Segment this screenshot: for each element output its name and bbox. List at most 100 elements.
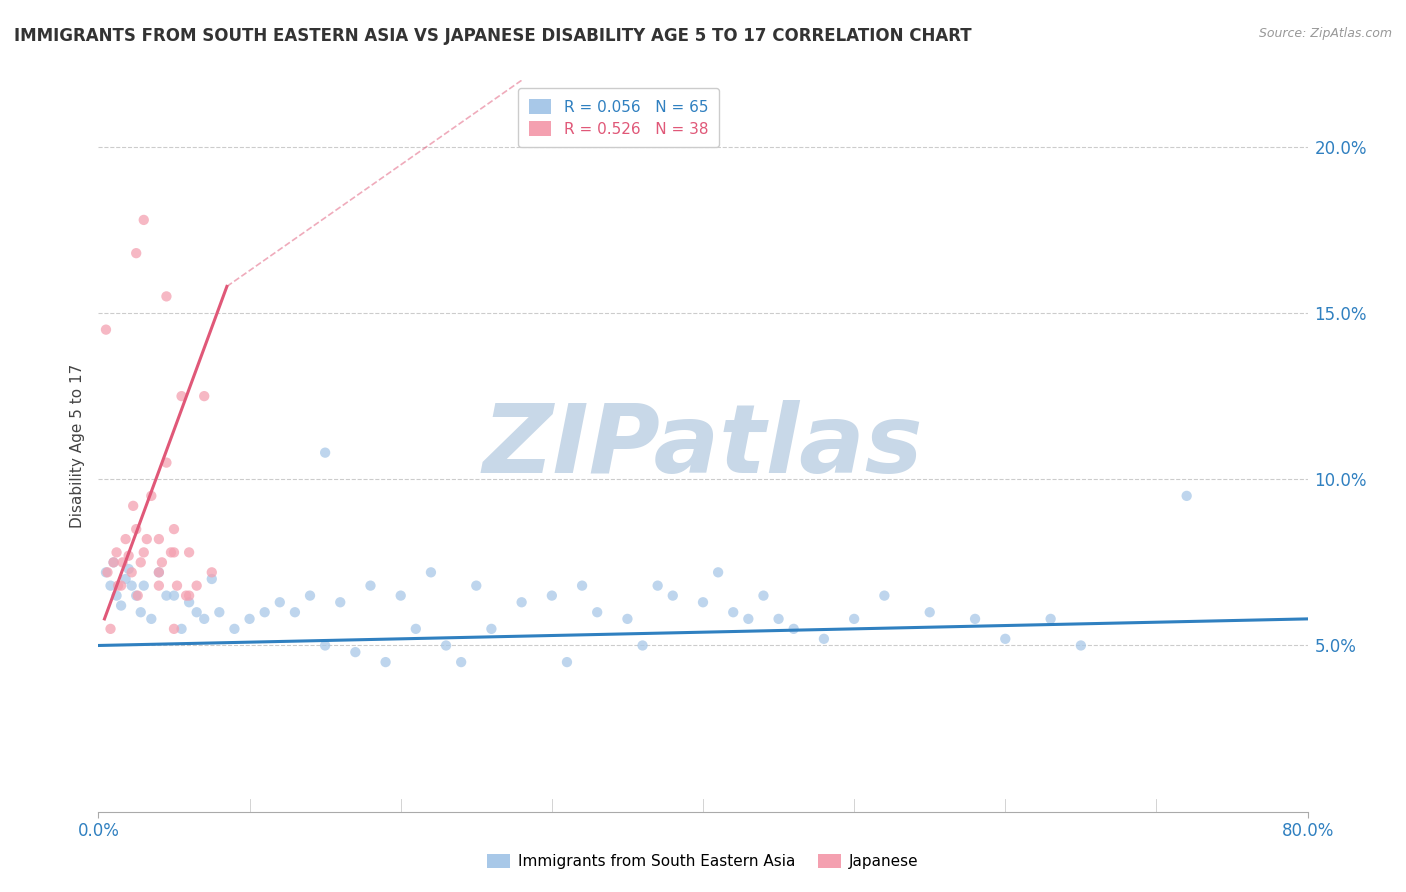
- Point: [201, 572, 224, 586]
- Point: [107, 579, 129, 593]
- Point: [103, 555, 125, 569]
- Text: ZIPatlas: ZIPatlas: [482, 400, 924, 492]
- Point: [420, 566, 443, 580]
- Point: [179, 589, 201, 603]
- Point: [193, 389, 215, 403]
- Point: [284, 605, 307, 619]
- Point: [100, 622, 122, 636]
- Point: [122, 499, 145, 513]
- Point: [141, 612, 163, 626]
- Point: [155, 589, 177, 603]
- Point: [121, 579, 143, 593]
- Point: [768, 612, 790, 626]
- Point: [405, 622, 427, 636]
- Point: [661, 589, 683, 603]
- Point: [141, 489, 163, 503]
- Point: [540, 589, 562, 603]
- Point: [105, 545, 128, 559]
- Point: [163, 589, 186, 603]
- Point: [631, 639, 654, 653]
- Point: [148, 566, 170, 580]
- Point: [135, 532, 157, 546]
- Point: [481, 622, 503, 636]
- Point: [129, 555, 152, 569]
- Point: [994, 632, 1017, 646]
- Point: [253, 605, 276, 619]
- Point: [174, 589, 197, 603]
- Point: [103, 555, 125, 569]
- Point: [269, 595, 291, 609]
- Point: [96, 566, 118, 580]
- Point: [132, 545, 155, 559]
- Point: [374, 655, 396, 669]
- Point: [616, 612, 638, 626]
- Point: [737, 612, 759, 626]
- Point: [844, 612, 866, 626]
- Point: [1175, 489, 1198, 503]
- Point: [208, 605, 231, 619]
- Point: [314, 639, 336, 653]
- Point: [465, 579, 488, 593]
- Point: [186, 579, 208, 593]
- Text: IMMIGRANTS FROM SOUTH EASTERN ASIA VS JAPANESE DISABILITY AGE 5 TO 17 CORRELATIO: IMMIGRANTS FROM SOUTH EASTERN ASIA VS JA…: [14, 27, 972, 45]
- Point: [125, 246, 148, 260]
- Point: [94, 566, 117, 580]
- Point: [179, 545, 201, 559]
- Point: [510, 595, 533, 609]
- Point: [1039, 612, 1062, 626]
- Point: [329, 595, 352, 609]
- Text: Source: ZipAtlas.com: Source: ZipAtlas.com: [1258, 27, 1392, 40]
- Point: [155, 456, 177, 470]
- Point: [965, 612, 987, 626]
- Point: [450, 655, 472, 669]
- Point: [105, 589, 128, 603]
- Point: [434, 639, 457, 653]
- Point: [125, 589, 148, 603]
- Point: [110, 599, 132, 613]
- Point: [111, 555, 134, 569]
- Point: [723, 605, 745, 619]
- Point: [186, 605, 208, 619]
- Point: [114, 572, 136, 586]
- Legend: Immigrants from South Eastern Asia, Japanese: Immigrants from South Eastern Asia, Japa…: [481, 847, 925, 875]
- Point: [179, 595, 201, 609]
- Point: [201, 566, 224, 580]
- Legend: R = 0.056   N = 65, R = 0.526   N = 38: R = 0.056 N = 65, R = 0.526 N = 38: [517, 88, 718, 147]
- Point: [132, 579, 155, 593]
- Point: [148, 579, 170, 593]
- Point: [118, 549, 141, 563]
- Point: [586, 605, 609, 619]
- Point: [94, 323, 117, 337]
- Point: [132, 213, 155, 227]
- Point: [114, 532, 136, 546]
- Point: [127, 589, 149, 603]
- Point: [692, 595, 714, 609]
- Point: [1070, 639, 1092, 653]
- Point: [344, 645, 367, 659]
- Point: [150, 555, 173, 569]
- Point: [121, 566, 143, 580]
- Point: [100, 579, 122, 593]
- Point: [918, 605, 941, 619]
- Point: [163, 622, 186, 636]
- Point: [647, 579, 669, 593]
- Point: [166, 579, 188, 593]
- Point: [155, 289, 177, 303]
- Point: [299, 589, 322, 603]
- Point: [360, 579, 382, 593]
- Point: [555, 655, 578, 669]
- Point: [163, 522, 186, 536]
- Point: [160, 545, 183, 559]
- Point: [170, 622, 193, 636]
- Y-axis label: Disability Age 5 to 17: Disability Age 5 to 17: [69, 364, 84, 528]
- Point: [170, 389, 193, 403]
- Point: [813, 632, 835, 646]
- Point: [752, 589, 775, 603]
- Point: [571, 579, 593, 593]
- Point: [163, 545, 186, 559]
- Point: [873, 589, 896, 603]
- Point: [193, 612, 215, 626]
- Point: [314, 445, 336, 459]
- Point: [125, 522, 148, 536]
- Point: [148, 566, 170, 580]
